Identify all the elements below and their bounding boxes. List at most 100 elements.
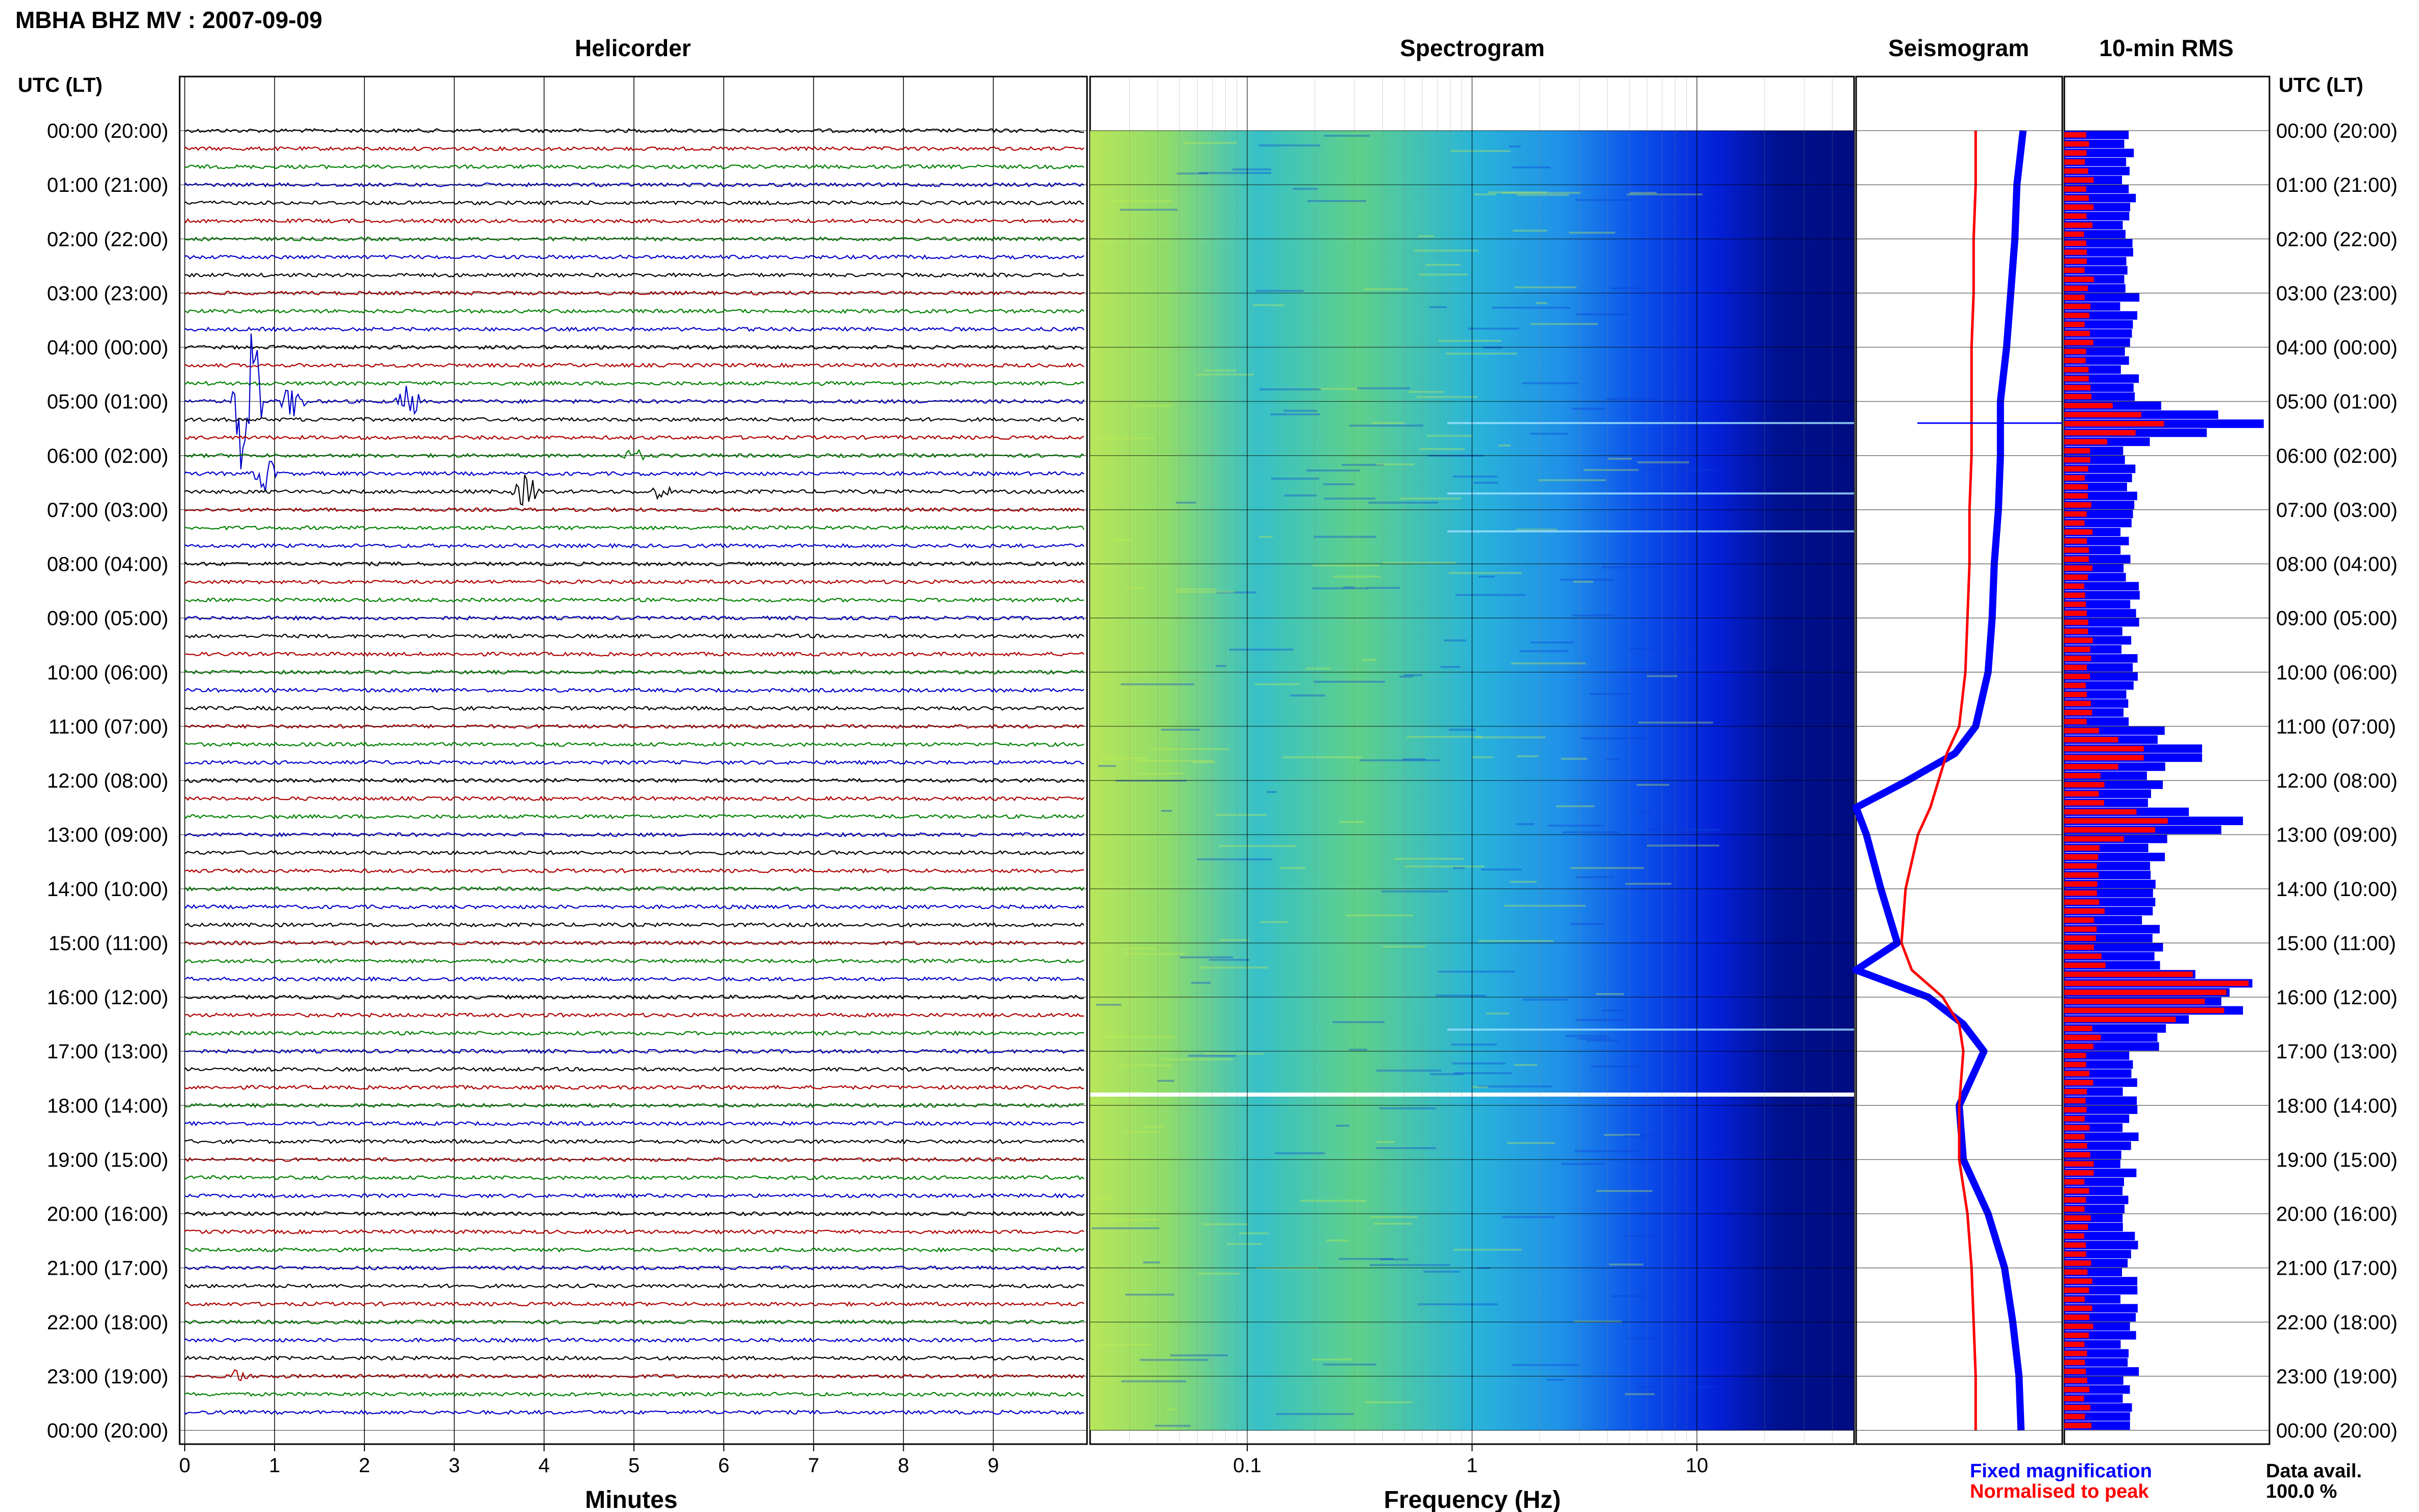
rms-bar-normalised [2064, 258, 2087, 264]
spectrogram-cell [1509, 145, 1521, 147]
rms-bar-normalised [2064, 1414, 2085, 1420]
helicorder-trace [184, 475, 1084, 506]
spectrogram-cell [1368, 502, 1438, 504]
spectrogram-cell [1216, 591, 1256, 593]
spectrogram-cell [1324, 135, 1370, 137]
helicorder-trace [184, 1121, 1084, 1127]
minute-tick-label: 5 [628, 1454, 639, 1477]
rms-bar-normalised [2064, 1423, 2092, 1428]
time-label-left: 18:00 (14:00) [47, 1095, 168, 1117]
helicorder-trace [184, 759, 1084, 765]
spectrogram-cell [1606, 758, 1619, 760]
spectrogram-cell [1203, 369, 1237, 371]
rms-bar-normalised [2064, 1233, 2085, 1239]
spectrogram-cell [1531, 641, 1574, 643]
spectrogram-cell [1279, 867, 1305, 869]
spectrogram-cell [1611, 287, 1642, 289]
spectrogram-cell [1092, 1227, 1159, 1229]
spectrogram-cell [1253, 304, 1285, 306]
spectrogram-cell [1486, 1012, 1509, 1014]
time-label-left: 19:00 (15:00) [47, 1149, 168, 1171]
time-label-left: 02:00 (22:00) [47, 228, 168, 251]
rms-bar-normalised [2064, 331, 2090, 336]
rms-bar-normalised [2064, 448, 2090, 454]
rms-bar-normalised [2064, 1017, 2176, 1023]
spectrogram-cell [1198, 1273, 1240, 1275]
spectrogram-cell [1121, 1380, 1186, 1382]
rms-bar-normalised [2064, 376, 2089, 382]
rms-bar-normalised [2064, 971, 2193, 977]
spectrogram-cell [1609, 1263, 1643, 1266]
spectrogram-event-line [1447, 1028, 1854, 1031]
time-label-right: 10:00 (06:00) [2276, 661, 2398, 684]
rms-bar-normalised [2064, 953, 2102, 959]
spectrogram-cell [1140, 1359, 1208, 1361]
rms-bar-normalised [2064, 366, 2089, 373]
helicorder-trace [184, 128, 1084, 134]
rms-panel [2063, 76, 2270, 1445]
spectrogram-cell [1379, 1107, 1436, 1109]
spectrogram-cell [1561, 1163, 1605, 1165]
time-label-right: 04:00 (00:00) [2276, 337, 2398, 359]
spectrogram-cell [1343, 586, 1355, 588]
spectrogram-cell [1383, 946, 1425, 948]
rms-bar-normalised [2064, 565, 2093, 571]
spectrogram-cell [1339, 1258, 1393, 1260]
spectrogram-cell [1623, 1135, 1694, 1137]
spectrogram-cell [1425, 264, 1461, 266]
spectrogram-cell [1602, 1009, 1623, 1011]
rms-bar-normalised [2064, 854, 2099, 860]
spectrogram-cell [1436, 995, 1486, 997]
spectrogram-cell [1581, 737, 1645, 739]
rms-bar-normalised [2064, 421, 2164, 427]
minutes-axis-label: Minutes [585, 1486, 677, 1512]
helicorder-trace [184, 958, 1084, 964]
spectrogram-cell [1575, 1150, 1640, 1152]
spectrogram-cell [1414, 250, 1478, 252]
helicorder-trace [184, 272, 1084, 278]
time-label-right: 03:00 (23:00) [2276, 282, 2398, 305]
time-label-right: 19:00 (15:00) [2276, 1149, 2398, 1171]
rms-bar-normalised [2064, 999, 2205, 1004]
rms-bar-normalised [2064, 1215, 2091, 1221]
spectrogram-cell [1512, 1364, 1579, 1366]
helicorder-panel [179, 76, 1088, 1445]
rms-bar-normalised [2064, 520, 2085, 526]
helicorder-trace [184, 416, 1084, 423]
spectrogram-cell [1417, 396, 1477, 398]
spectrogram-cell [1110, 200, 1172, 202]
rms-bar-normalised [2064, 610, 2087, 616]
spectrogram-cell [1282, 756, 1362, 758]
spectrogram-cell [1124, 948, 1157, 950]
time-label-right: 15:00 (11:00) [2276, 932, 2396, 955]
rms-bar-normalised [2064, 277, 2094, 282]
helicorder-trace [184, 308, 1084, 314]
spectrogram-cell [1453, 1072, 1512, 1074]
spectrogram-cell [1349, 425, 1423, 427]
rms-bar-normalised [2064, 312, 2089, 318]
spectrogram-cell [1362, 659, 1376, 661]
helicorder-trace [184, 976, 1084, 982]
time-label-left: 20:00 (16:00) [47, 1203, 168, 1226]
spectrogram-cell [1516, 823, 1534, 825]
rms-bar-normalised [2064, 294, 2085, 301]
helicorder-trace [184, 145, 1084, 152]
rms-bar-normalised [2064, 285, 2088, 291]
spectrogram-cell [1522, 999, 1568, 1001]
time-label-left: 15:00 (11:00) [48, 932, 168, 955]
rms-bar-normalised [2064, 547, 2089, 553]
spectrogram-cell [1096, 1004, 1121, 1006]
time-label-right: 17:00 (13:00) [2276, 1040, 2398, 1063]
rms-bar-normalised [2064, 556, 2089, 562]
spectrogram-cell [1596, 1190, 1652, 1192]
rms-bar-normalised [2064, 403, 2113, 409]
spectrogram-cell [1488, 191, 1547, 193]
spectrogram-cell [1399, 498, 1461, 500]
seismogram-frame [1855, 76, 2063, 1445]
rms-bar-normalised [2064, 349, 2086, 355]
spectrogram-cell [1107, 1219, 1159, 1221]
spectrogram-cell [1157, 1080, 1174, 1082]
spectrogram-cell [1204, 1053, 1265, 1055]
rms-bar-normalised [2064, 339, 2093, 345]
spectrogram-cell [1318, 388, 1359, 390]
